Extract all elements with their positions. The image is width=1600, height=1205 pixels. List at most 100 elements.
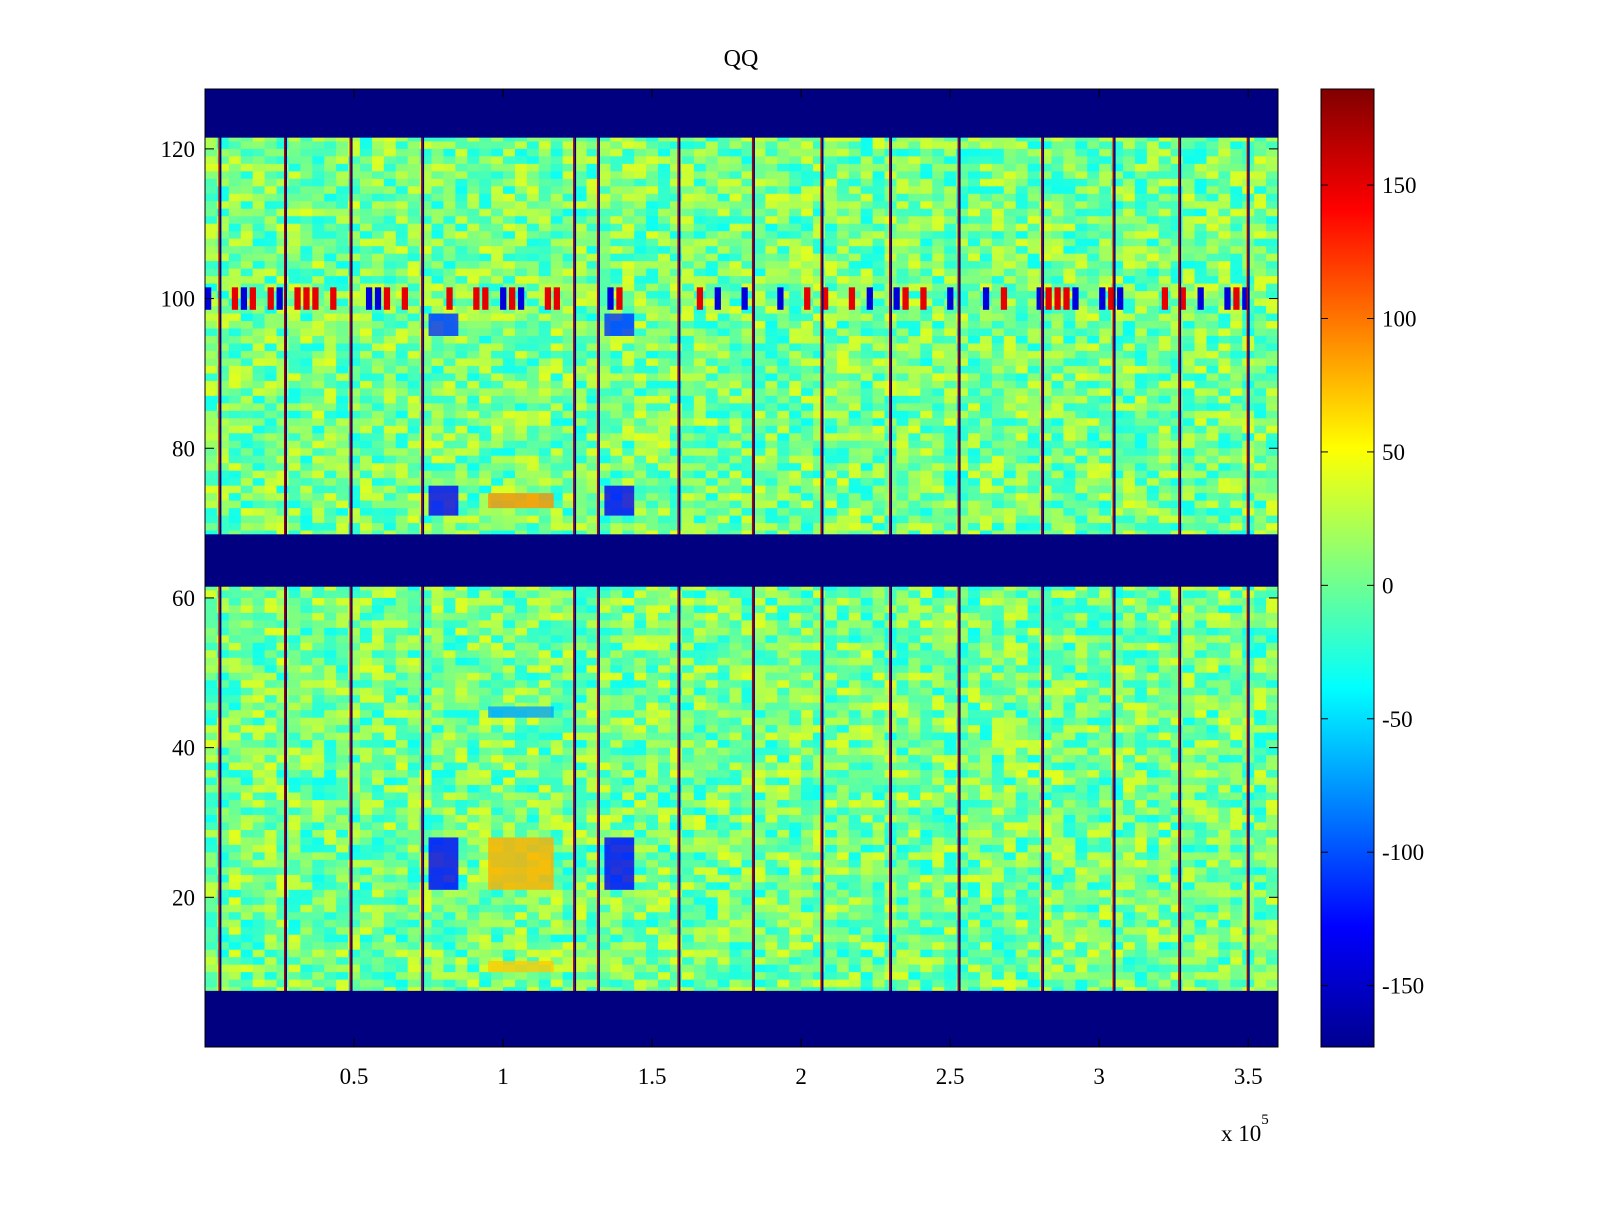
heatmap-cell: [1230, 440, 1243, 449]
heatmap-cell: [956, 178, 969, 187]
heatmap-cell: [753, 216, 766, 225]
heatmap-cell: [1087, 335, 1100, 344]
heatmap-cell: [968, 350, 981, 359]
heatmap-cell: [801, 223, 814, 232]
heatmap-cell: [1063, 485, 1076, 494]
heatmap-cell: [813, 268, 826, 277]
heatmap-cell: [991, 485, 1005, 494]
heatmap-cell: [896, 395, 909, 404]
heatmap-cell: [1134, 178, 1148, 187]
heatmap-cell: [479, 343, 492, 352]
heatmap-cell: [240, 455, 254, 464]
heatmap-cell: [669, 500, 683, 509]
heatmap-cell: [503, 216, 516, 225]
heatmap-cell: [1146, 425, 1160, 434]
heatmap-cell: [205, 463, 218, 472]
heatmap-cell: [1254, 141, 1267, 150]
heatmap-cell: [443, 395, 456, 404]
heatmap-cell: [729, 328, 742, 337]
heatmap-cell: [896, 276, 909, 285]
heatmap-cell: [586, 425, 599, 434]
heatmap-cell: [586, 306, 599, 315]
heatmap-cell: [419, 365, 433, 374]
heatmap-cell: [1170, 425, 1184, 434]
heatmap-cell: [1027, 246, 1041, 255]
heatmap-cell: [968, 463, 981, 472]
heatmap-cell: [991, 148, 1005, 157]
heatmap-cell: [1027, 335, 1041, 344]
heatmap-cell: [228, 328, 242, 337]
heatmap-cell: [300, 141, 313, 150]
heatmap-cell: [205, 268, 218, 277]
heatmap-cell: [431, 208, 444, 217]
heatmap-cell: [646, 433, 659, 442]
heatmap-cell: [1266, 193, 1279, 202]
heatmap-cell: [610, 470, 623, 479]
heatmap-cell: [860, 276, 874, 285]
heatmap-cell: [646, 373, 659, 382]
heatmap-cell: [312, 141, 325, 150]
heatmap-cell: [765, 291, 778, 300]
heatmap-cell: [836, 470, 850, 479]
heatmap-cell: [1146, 478, 1160, 487]
heatmap-cell: [514, 246, 528, 255]
heatmap-cell: [908, 493, 921, 502]
heatmap-cell: [920, 358, 933, 367]
heatmap-cell: [288, 268, 301, 277]
heatmap-cell: [717, 268, 731, 277]
heatmap-cell: [598, 178, 611, 187]
heatmap-cell: [1254, 223, 1267, 232]
heatmap-cell: [610, 380, 623, 389]
heatmap-cell: [526, 448, 540, 457]
heatmap-cell: [1182, 313, 1196, 322]
heatmap-cell: [1182, 365, 1196, 374]
heatmap-cell: [634, 425, 647, 434]
heatmap-cell: [944, 493, 957, 502]
heatmap-cell: [1266, 238, 1279, 247]
heatmap-cell: [216, 470, 230, 479]
heatmap-cell: [944, 276, 957, 285]
heatmap-cell: [300, 373, 313, 382]
heatmap-cell: [991, 163, 1005, 172]
heatmap-cell: [562, 313, 576, 322]
heatmap-cell: [395, 171, 409, 180]
heatmap-cell: [932, 410, 945, 419]
heatmap-cell: [836, 298, 850, 307]
heatmap-cell: [801, 193, 814, 202]
heatmap-cell: [777, 163, 790, 172]
heatmap-cell: [693, 223, 707, 232]
heatmap-cell: [562, 193, 576, 202]
heatmap-cell: [681, 433, 695, 442]
heatmap-cell: [1123, 261, 1136, 270]
heatmap-cell: [991, 268, 1005, 277]
heatmap-cell: [1254, 350, 1267, 359]
heatmap-cell: [1111, 448, 1124, 457]
heatmap-cell: [1015, 335, 1029, 344]
heatmap-cell: [646, 246, 659, 255]
heatmap-cell: [634, 148, 647, 157]
heatmap-cell: [288, 440, 301, 449]
heatmap-cell: [264, 395, 278, 404]
heatmap-cell: [1218, 380, 1231, 389]
heatmap-cell: [419, 470, 433, 479]
heatmap-cell: [216, 238, 230, 247]
heatmap-cell: [359, 365, 373, 374]
heatmap-cell: [956, 193, 969, 202]
heatmap-cell: [1158, 343, 1172, 352]
heatmap-cell: [491, 186, 504, 195]
heatmap-cell: [610, 448, 623, 457]
heatmap-cell: [1206, 350, 1219, 359]
heatmap-cell: [1218, 410, 1231, 419]
heatmap-cell: [336, 193, 349, 202]
heatmap-cell: [586, 478, 599, 487]
heatmap-cell: [1194, 388, 1207, 397]
heatmap-cell: [431, 178, 444, 187]
heatmap-cell: [1182, 298, 1196, 307]
heatmap-cell: [1170, 298, 1184, 307]
heatmap-cell: [693, 201, 707, 210]
heatmap-cell: [610, 156, 623, 165]
heatmap-cell: [312, 171, 325, 180]
heatmap-cell: [1254, 433, 1267, 442]
heatmap-cell: [1003, 298, 1017, 307]
heatmap-cell: [968, 223, 981, 232]
